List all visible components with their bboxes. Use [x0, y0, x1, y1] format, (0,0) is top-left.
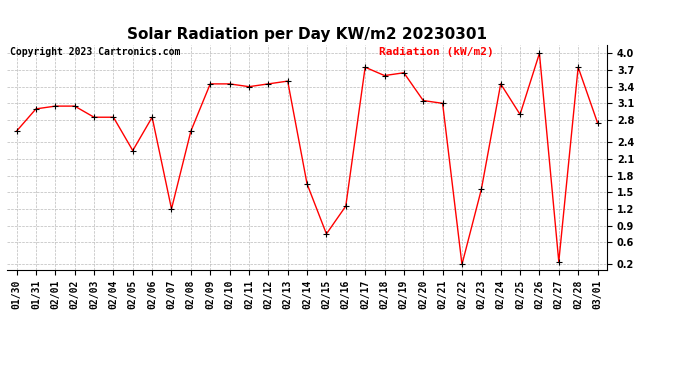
- Text: Radiation (kW/m2): Radiation (kW/m2): [379, 47, 494, 57]
- Title: Solar Radiation per Day KW/m2 20230301: Solar Radiation per Day KW/m2 20230301: [127, 27, 487, 42]
- Text: Copyright 2023 Cartronics.com: Copyright 2023 Cartronics.com: [10, 47, 180, 57]
